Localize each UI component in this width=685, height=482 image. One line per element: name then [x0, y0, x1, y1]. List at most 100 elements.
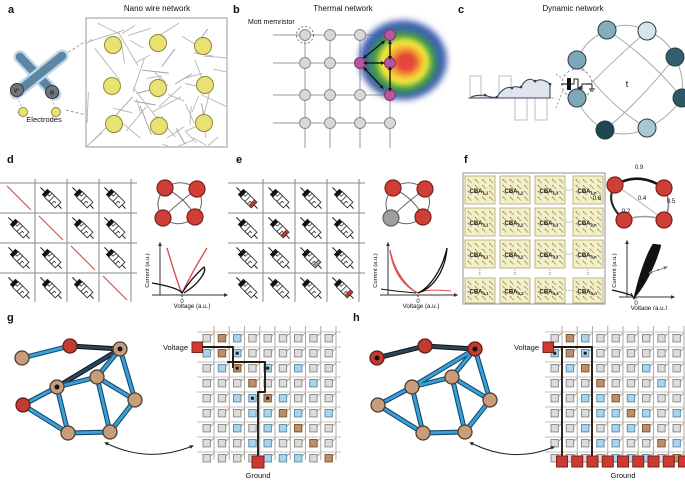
nanowire: [213, 68, 227, 73]
mini-memristor-dot: [590, 291, 592, 293]
motif-node: [655, 179, 673, 197]
mini-memristor-dot: [582, 296, 584, 298]
arrowhead-icon: [362, 54, 368, 59]
graph-node: [14, 350, 30, 366]
crossbar-cell: [202, 379, 211, 388]
memristor-band: [301, 218, 311, 228]
graph-edge: [55, 385, 70, 435]
graph-edge: [68, 344, 122, 351]
arrowhead-icon: [388, 65, 392, 70]
panel-h: h Voltage Ground: [353, 312, 685, 480]
path-shape: [275, 252, 285, 265]
path-shape: [79, 282, 89, 295]
crossbar-cell: [248, 379, 257, 388]
mini-memristor-dot: [590, 179, 592, 181]
arrowhead-icon: [648, 270, 653, 274]
crossbar-cell: [217, 379, 227, 388]
current-path: [202, 346, 266, 456]
graph-edge: [410, 347, 477, 389]
crossbar-cell: [626, 409, 636, 418]
mini-memristor-dot: [537, 179, 539, 181]
line-segment: [236, 247, 241, 252]
mini-memristor-dot: [482, 228, 484, 230]
mini-memristor-dot: [474, 184, 476, 187]
mini-memristor-dot: [482, 248, 484, 251]
panel-a: a Nano wire network V⁺ G Electrodes: [8, 4, 228, 148]
cell-hook: [301, 392, 306, 397]
mini-memristor-dot: [537, 291, 539, 293]
motif-node: [156, 179, 174, 197]
arrowhead-icon: [380, 40, 386, 45]
mini-memristor-dot: [517, 222, 519, 224]
nanowire: [181, 35, 196, 45]
cell-hook: [271, 422, 276, 427]
cell-hook: [664, 377, 669, 382]
mini-memristor-dot: [489, 190, 491, 192]
mini-memristor-dot: [509, 216, 511, 219]
mini-memristor-dot: [552, 184, 554, 187]
cell-hook: [225, 362, 230, 367]
ellipsis-vertical: ⋮: [547, 270, 554, 277]
cell-hook: [332, 347, 337, 352]
mini-memristor-dot: [502, 196, 504, 198]
cell-hook: [573, 407, 578, 412]
line-segment: [236, 187, 241, 192]
cell-hook: [603, 392, 608, 397]
arrowhead-icon: [625, 239, 629, 244]
zero-tick-label: 0: [416, 299, 420, 305]
mini-memristor-dot: [482, 222, 484, 224]
mini-memristor-dot: [502, 184, 504, 187]
mini-memristor-dot: [590, 211, 592, 213]
ground-label: Ground: [610, 471, 635, 480]
mini-memristor-dot: [489, 228, 491, 230]
mini-memristor-dot: [509, 281, 511, 283]
mini-memristor-dot: [590, 296, 592, 298]
memristor-icon: [268, 277, 290, 299]
arrowhead-icon: [104, 442, 109, 446]
cell-hook: [286, 332, 291, 337]
cell-hook: [664, 407, 669, 412]
mini-memristor-dot: [544, 291, 546, 293]
cba-subscript: n,1: [483, 291, 490, 296]
cell-hook: [301, 422, 306, 427]
nanowire: [117, 31, 139, 67]
nanowire: [120, 121, 141, 139]
mini-memristor-dot: [482, 196, 484, 198]
mini-memristor-dot: [544, 184, 546, 187]
crossbar-cell: [294, 424, 303, 433]
crossbar-cell: [565, 409, 575, 418]
mini-memristor-dot: [537, 184, 539, 187]
crossbar-cell: [294, 334, 303, 343]
line-segment: [253, 204, 258, 209]
cell-hook: [225, 452, 230, 457]
mini-memristor-dot: [582, 179, 584, 181]
mini-memristor-dot: [597, 281, 599, 283]
mini-memristor-dot: [582, 196, 584, 198]
crossbar-cell: [294, 379, 303, 388]
cell-hook: [286, 377, 291, 382]
mini-memristor-dot: [524, 286, 526, 288]
mini-memristor-dot: [517, 286, 519, 288]
ground-terminal: [662, 455, 675, 468]
mini-memristor-dot: [552, 190, 554, 192]
crossbar-cell-dot: [266, 366, 270, 370]
motif-node: [655, 211, 673, 229]
cell-hook: [649, 347, 654, 352]
mini-memristor-dot: [474, 211, 476, 213]
arrowhead-icon: [388, 56, 392, 61]
iv-tail-black: [380, 288, 417, 294]
graph-node-dot: [374, 355, 380, 361]
crossbar-cell: [324, 454, 333, 463]
crossbar-cell: [626, 394, 636, 403]
time-label: t: [626, 79, 629, 89]
memristor-band: [41, 248, 51, 258]
memristor-icon: [104, 217, 126, 239]
cell-hook: [210, 347, 215, 352]
crossbar-cell: [202, 424, 211, 433]
cell-hook: [271, 332, 276, 337]
mini-memristor-dot: [482, 211, 484, 213]
crossbar-cell: [626, 364, 636, 373]
memristor-band: [333, 248, 343, 258]
weight-diagonal: 0.4: [638, 196, 647, 202]
